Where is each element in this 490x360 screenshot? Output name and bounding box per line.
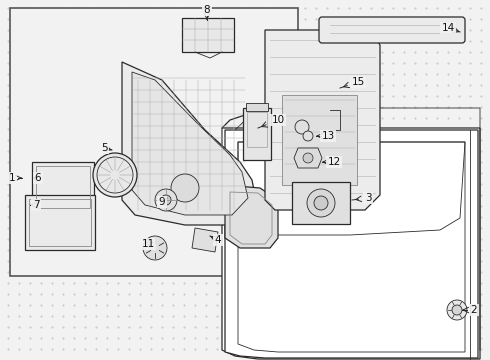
Polygon shape — [132, 72, 248, 215]
Bar — [32, 162, 94, 212]
Bar — [243, 108, 271, 160]
Polygon shape — [225, 185, 278, 248]
Text: 12: 12 — [327, 157, 341, 167]
Polygon shape — [192, 228, 218, 252]
Bar — [247, 112, 267, 147]
Text: 2: 2 — [471, 305, 477, 315]
Text: 5: 5 — [100, 143, 107, 153]
Text: 11: 11 — [142, 239, 155, 249]
Circle shape — [447, 300, 467, 320]
Text: 13: 13 — [321, 131, 335, 141]
Circle shape — [295, 120, 309, 134]
Circle shape — [143, 236, 167, 260]
Circle shape — [303, 131, 313, 141]
Bar — [182, 18, 234, 52]
Polygon shape — [122, 62, 258, 225]
Text: 10: 10 — [271, 115, 285, 125]
Bar — [25, 195, 95, 250]
Circle shape — [161, 195, 171, 205]
Circle shape — [452, 305, 462, 315]
Text: 4: 4 — [215, 235, 221, 245]
Text: 6: 6 — [35, 173, 41, 183]
Text: 1: 1 — [9, 173, 15, 183]
Bar — [29, 199, 91, 246]
Text: 15: 15 — [351, 77, 365, 87]
Text: 3: 3 — [365, 193, 371, 203]
Bar — [36, 166, 90, 208]
FancyBboxPatch shape — [319, 17, 465, 43]
Text: 8: 8 — [204, 5, 210, 15]
Bar — [282, 95, 357, 185]
Circle shape — [155, 189, 177, 211]
Circle shape — [303, 153, 313, 163]
Polygon shape — [265, 30, 380, 210]
Circle shape — [307, 189, 335, 217]
Polygon shape — [225, 130, 478, 358]
Circle shape — [93, 153, 137, 197]
Polygon shape — [222, 128, 480, 359]
Text: 9: 9 — [159, 197, 165, 207]
Text: 14: 14 — [441, 23, 455, 33]
Bar — [10, 8, 298, 276]
Circle shape — [314, 196, 328, 210]
Polygon shape — [294, 148, 322, 168]
Bar — [292, 182, 350, 224]
Bar — [246, 103, 268, 111]
Text: 7: 7 — [33, 200, 39, 210]
Circle shape — [171, 174, 199, 202]
